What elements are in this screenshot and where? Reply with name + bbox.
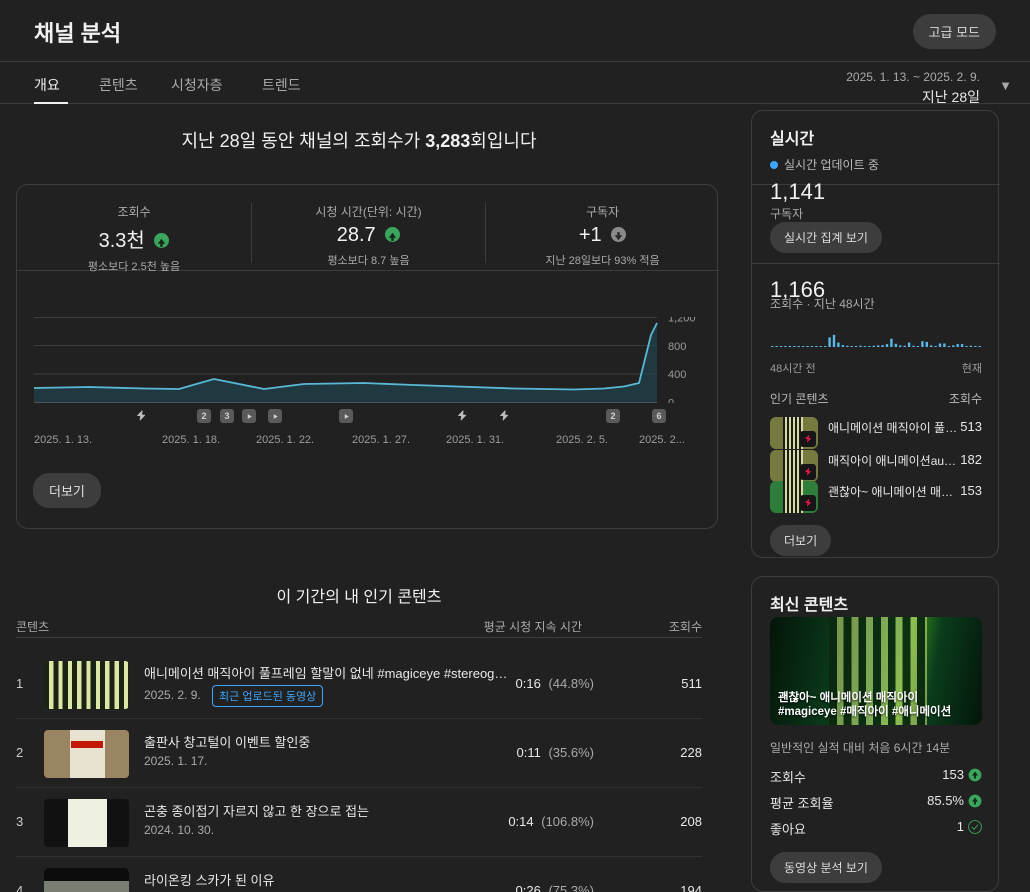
- svg-text:400: 400: [668, 369, 686, 381]
- svg-text:800: 800: [668, 341, 686, 353]
- svg-text:0: 0: [668, 398, 674, 404]
- svg-text:1,200: 1,200: [668, 317, 696, 325]
